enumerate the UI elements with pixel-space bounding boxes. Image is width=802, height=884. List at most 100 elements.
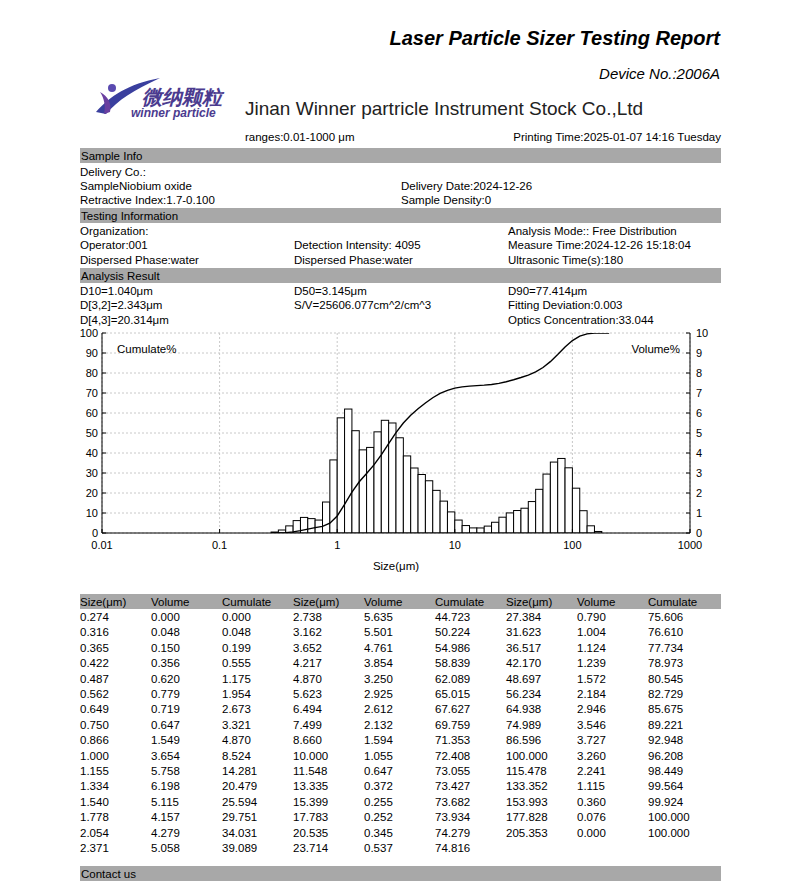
- volume-bar: [477, 528, 484, 533]
- field: Retractive Index:1.7-0.100: [80, 194, 215, 206]
- table-cell: 78.973: [648, 657, 683, 669]
- volume-bar: [433, 490, 440, 533]
- table-cell: 115.478: [506, 765, 547, 777]
- y2-tick-label: 7: [696, 387, 702, 399]
- table-cell: 2.612: [364, 703, 393, 715]
- page: Laser Particle Sizer Testing ReportDevic…: [0, 0, 802, 884]
- table-cell: 23.714: [293, 842, 329, 854]
- table-cell: 39.089: [222, 842, 257, 854]
- volume-bar: [528, 502, 535, 533]
- volume-bar: [367, 447, 374, 533]
- y-tick: [102, 513, 106, 514]
- table-cell: 54.986: [435, 642, 470, 654]
- logo-text: winner particle: [131, 106, 216, 120]
- table-cell: 1.055: [364, 750, 393, 762]
- grid-line: [102, 413, 690, 414]
- table-cell: 0.620: [151, 673, 180, 685]
- table-cell: 205.353: [506, 827, 548, 839]
- table-cell: 86.596: [506, 734, 541, 746]
- field: D[4,3]=20.314μm: [80, 314, 169, 326]
- table-cell: 100.000: [648, 827, 690, 839]
- table-cell: 14.281: [222, 765, 257, 777]
- table-cell: 0.000: [577, 827, 606, 839]
- y2-tick: [686, 393, 690, 394]
- grid-line: [219, 333, 220, 533]
- table-header: Cumulate: [222, 596, 271, 608]
- table-cell: 0.000: [222, 611, 251, 623]
- section-title: Analysis Result: [81, 270, 160, 282]
- table-cell: 0.150: [151, 642, 180, 654]
- table-cell: 25.594: [222, 796, 258, 808]
- table-cell: 2.673: [222, 703, 251, 715]
- table-cell: 64.938: [506, 703, 541, 715]
- table-cell: 29.751: [222, 811, 257, 823]
- x-tick: [219, 529, 220, 533]
- table-header: Size(μm): [80, 596, 126, 608]
- table-cell: 0.719: [151, 703, 180, 715]
- table-cell: 0.790: [577, 611, 606, 623]
- x-tick-label: 1000: [678, 539, 702, 551]
- volume-bar: [462, 526, 469, 533]
- table-cell: 74.279: [435, 827, 470, 839]
- table-cell: 42.170: [506, 657, 541, 669]
- volume-bar: [396, 438, 403, 533]
- table-cell: 1.155: [80, 765, 109, 777]
- table-header: Cumulate: [648, 596, 697, 608]
- table-cell: 1.594: [364, 734, 393, 746]
- field: Optics Concentration:33.044: [508, 314, 654, 326]
- table-cell: 74.816: [435, 842, 470, 854]
- table-cell: 5.501: [364, 626, 393, 638]
- table-cell: 50.224: [435, 626, 471, 638]
- y2-tick-label: 3: [696, 467, 702, 479]
- volume-bar: [411, 468, 418, 533]
- printing-time: Printing Time:2025-01-07 14:16 Tuesday: [513, 131, 721, 143]
- field: Organization:: [80, 225, 148, 237]
- table-cell: 0.422: [80, 657, 109, 669]
- table-cell: 48.697: [506, 673, 541, 685]
- field: D[3,2]=2.343μm: [80, 299, 162, 311]
- x-tick-label: 0.01: [91, 539, 112, 551]
- table-cell: 2.184: [577, 688, 606, 700]
- volume-bar: [447, 512, 454, 533]
- table-cell: 153.993: [506, 796, 548, 808]
- grid-line: [102, 533, 690, 534]
- volume-bar: [558, 458, 565, 533]
- y-tick-label: 10: [86, 507, 98, 519]
- table-cell: 44.723: [435, 611, 470, 623]
- volume-bar: [345, 409, 352, 533]
- table-cell: 99.564: [648, 780, 684, 792]
- table-cell: 4.157: [151, 811, 180, 823]
- grid-line: [102, 353, 690, 354]
- table-cell: 0.274: [80, 611, 109, 623]
- table-cell: 0.356: [151, 657, 180, 669]
- table-cell: 0.255: [364, 796, 393, 808]
- table-cell: 73.055: [435, 765, 470, 777]
- volume-bar: [418, 475, 425, 534]
- volume-bar: [543, 474, 550, 533]
- field: Dispersed Phase:water: [80, 254, 199, 266]
- volume-bar: [550, 462, 557, 533]
- table-cell: 1.115: [577, 780, 605, 792]
- x-tick: [454, 529, 455, 533]
- table-cell: 3.546: [577, 719, 606, 731]
- table-cell: 0.252: [364, 811, 393, 823]
- x-tick: [102, 529, 103, 533]
- y2-tick-label: 4: [696, 447, 702, 459]
- table-cell: 5.115: [151, 796, 179, 808]
- y-tick: [102, 393, 106, 394]
- volume-bar: [359, 450, 366, 533]
- field: Ultrasonic Time(s):180: [508, 254, 623, 266]
- table-cell: 0.345: [364, 827, 393, 839]
- y2-tick-label: 5: [696, 427, 702, 439]
- field: Dispersed Phase:water: [294, 254, 413, 266]
- y-tick-label: 90: [86, 347, 98, 359]
- table-cell: 0.076: [577, 811, 606, 823]
- field: D50=3.145μm: [294, 285, 367, 297]
- table-header: Size(μm): [506, 596, 552, 608]
- x-tick: [337, 529, 338, 533]
- table-cell: 1.004: [577, 626, 606, 638]
- table-cell: 6.198: [151, 780, 180, 792]
- volume-bar: [536, 489, 543, 533]
- field: Sample Density:0: [401, 194, 491, 206]
- y2-tick-label: 10: [696, 327, 708, 339]
